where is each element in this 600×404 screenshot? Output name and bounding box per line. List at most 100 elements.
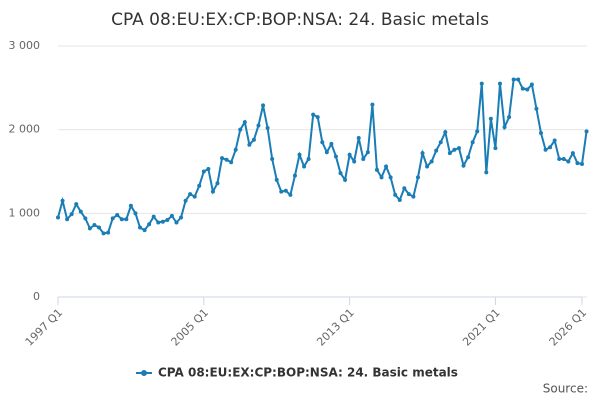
point (238, 127, 243, 132)
point (311, 112, 316, 117)
point (279, 189, 284, 194)
point (115, 213, 120, 218)
y-tick-label: 3 000 (9, 39, 41, 52)
point (320, 140, 325, 145)
point (224, 157, 229, 162)
point (60, 198, 65, 203)
point (384, 164, 389, 169)
point (497, 81, 502, 86)
point (133, 211, 138, 216)
point (119, 217, 124, 222)
y-tick-label: 2 000 (9, 123, 41, 136)
point (406, 192, 411, 197)
y-tick-label: 1 000 (9, 206, 41, 219)
point (329, 141, 334, 146)
x-tick-label: 1997 Q1 (23, 306, 66, 349)
point (470, 140, 475, 145)
point (65, 217, 70, 222)
point (575, 161, 580, 166)
point (201, 169, 206, 174)
point (220, 156, 225, 161)
point (570, 151, 575, 156)
point (247, 142, 252, 147)
x-tick-label: 2013 Q1 (314, 306, 357, 349)
point (343, 177, 348, 182)
point (110, 216, 115, 221)
legend-marker (141, 370, 147, 376)
point (210, 189, 215, 194)
point (215, 181, 220, 186)
point (242, 120, 247, 125)
point (338, 171, 343, 176)
point (188, 192, 193, 197)
point (397, 197, 402, 202)
point (425, 164, 430, 169)
point (502, 125, 507, 130)
point (557, 156, 562, 161)
point (374, 167, 379, 172)
point (365, 150, 370, 155)
point (315, 115, 320, 120)
series-line (57, 78, 588, 235)
point (206, 166, 211, 171)
point (429, 159, 434, 164)
point (561, 156, 566, 161)
point (197, 183, 202, 188)
point (479, 81, 484, 86)
point (324, 150, 329, 155)
point (347, 152, 352, 157)
point (229, 160, 234, 165)
point (151, 214, 156, 219)
point (388, 175, 393, 180)
x-tick-label: 2026 Q1 (547, 306, 590, 349)
point (169, 213, 174, 218)
point (538, 131, 543, 136)
point (411, 194, 416, 199)
point (233, 147, 238, 152)
point (548, 145, 553, 150)
point (456, 146, 461, 151)
point (333, 154, 338, 159)
point (466, 155, 471, 160)
point (552, 138, 557, 143)
x-tick-label: 2021 Q1 (460, 306, 503, 349)
point (525, 87, 530, 92)
point (156, 220, 161, 225)
point (297, 152, 302, 157)
point (192, 194, 197, 199)
point (101, 231, 106, 236)
point (124, 217, 129, 222)
point (352, 159, 357, 164)
x-tick-label: 2005 Q1 (169, 306, 212, 349)
point (183, 198, 188, 203)
point (165, 218, 170, 223)
point (543, 147, 548, 152)
point (74, 202, 79, 207)
point (174, 220, 179, 225)
point (83, 216, 88, 221)
point (261, 103, 266, 108)
point (566, 159, 571, 164)
point (488, 116, 493, 121)
point (452, 147, 457, 152)
point (438, 140, 443, 145)
point (516, 77, 521, 82)
point (420, 151, 425, 156)
point (78, 209, 83, 214)
point (393, 192, 398, 197)
point (283, 188, 288, 193)
point (147, 222, 152, 227)
point (270, 156, 275, 161)
point (475, 129, 480, 134)
point (69, 212, 74, 217)
point (356, 136, 361, 141)
point (434, 148, 439, 153)
point (511, 77, 516, 82)
point (534, 106, 539, 111)
chart-title: CPA 08:EU:EX:CP:BOP:NSA: 24. Basic metal… (111, 10, 489, 30)
point (179, 215, 184, 220)
point (447, 151, 452, 156)
point (292, 173, 297, 178)
point (493, 146, 498, 151)
